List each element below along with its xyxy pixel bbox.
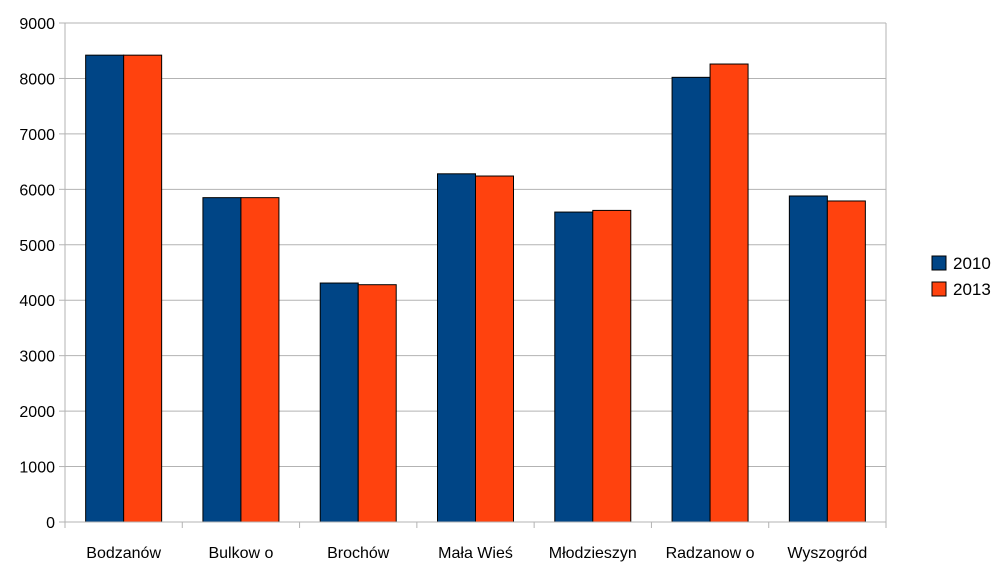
y-tick-label: 0 (46, 515, 55, 532)
x-tick-label: Wyszogród (787, 545, 867, 562)
legend-label: 2010 (953, 254, 991, 273)
legend-label: 2013 (953, 280, 991, 299)
x-tick-label: Brochów (327, 545, 390, 562)
legend-swatch-2010 (932, 256, 946, 270)
y-tick-label: 8000 (19, 71, 55, 88)
y-tick-label: 6000 (19, 182, 55, 199)
y-tick-label: 4000 (19, 293, 55, 310)
legend-swatch-2013 (932, 282, 946, 296)
x-tick-label: Bodzanów (86, 545, 161, 562)
bar-2013-5 (710, 64, 748, 522)
bar-2013-0 (124, 55, 162, 522)
bar-2010-5 (672, 77, 710, 522)
y-tick-label: 5000 (19, 238, 55, 255)
bar-2010-4 (555, 212, 593, 522)
x-axis-tick-labels: Bodzanów Bulkow o Brochów Mała Wieś Młodzies… (86, 545, 867, 562)
bar-2013-4 (593, 210, 631, 522)
bars (86, 55, 866, 522)
y-tick-label: 1000 (19, 460, 55, 477)
legend: 2010 2013 (932, 254, 991, 299)
bar-2010-2 (320, 283, 358, 522)
bar-2010-0 (86, 55, 124, 522)
bar-2013-3 (476, 176, 514, 522)
y-tick-label: 3000 (19, 349, 55, 366)
bar-2010-1 (203, 198, 241, 522)
y-tick-label: 2000 (19, 404, 55, 421)
y-tick-label: 7000 (19, 127, 55, 144)
bar-2010-3 (438, 174, 476, 522)
x-tick-label: Radzanow o (666, 545, 755, 562)
y-tick-label: 9000 (19, 16, 55, 33)
bar-2013-1 (241, 198, 279, 522)
x-tick-label: Bulkow o (208, 545, 273, 562)
x-tick-label: Mała Wieś (438, 545, 513, 562)
x-tick-label: Młodzieszyn (549, 545, 637, 562)
y-axis-tick-labels: 0 1000 2000 3000 4000 5000 6000 7000 8000 9000 (19, 16, 55, 532)
bar-2013-2 (358, 285, 396, 522)
bar-2013-6 (827, 201, 865, 522)
bar-2010-6 (789, 196, 827, 522)
